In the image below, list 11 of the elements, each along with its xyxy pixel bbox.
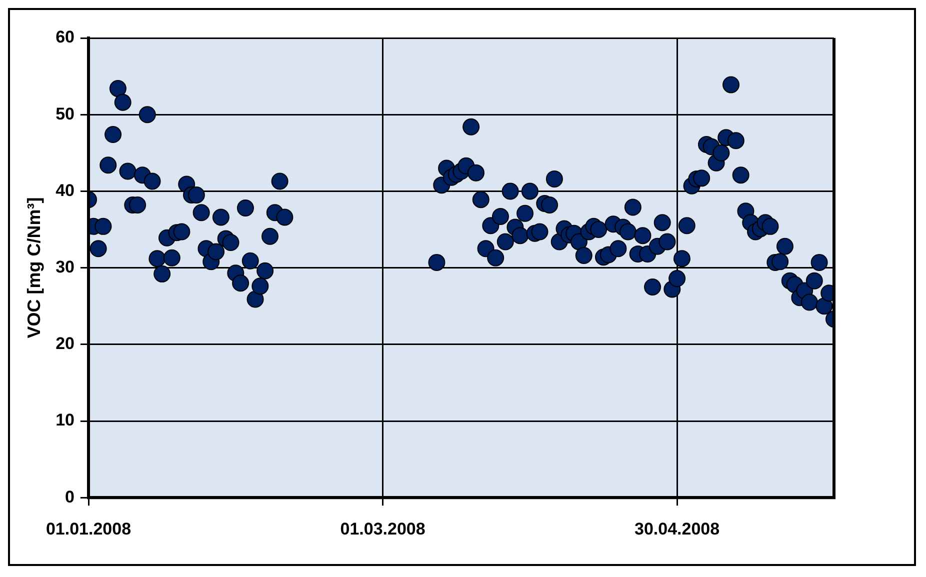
x-tick-label: 01.01.2008 <box>46 519 132 538</box>
y-tick-label: 60 <box>56 28 75 47</box>
y-axis-title: VOC [mg C/Nm³] <box>24 197 44 338</box>
y-tick-label: 0 <box>65 487 75 506</box>
y-tick-label: 20 <box>56 334 75 354</box>
y-tick-label: 40 <box>56 180 75 200</box>
y-tick-label: 50 <box>56 104 75 124</box>
y-tick-label: 30 <box>56 257 75 276</box>
x-tick-label: 30.04.2008 <box>634 519 720 538</box>
y-tick-label: 10 <box>56 410 75 430</box>
x-tick-label: 01.03.2008 <box>340 519 426 538</box>
